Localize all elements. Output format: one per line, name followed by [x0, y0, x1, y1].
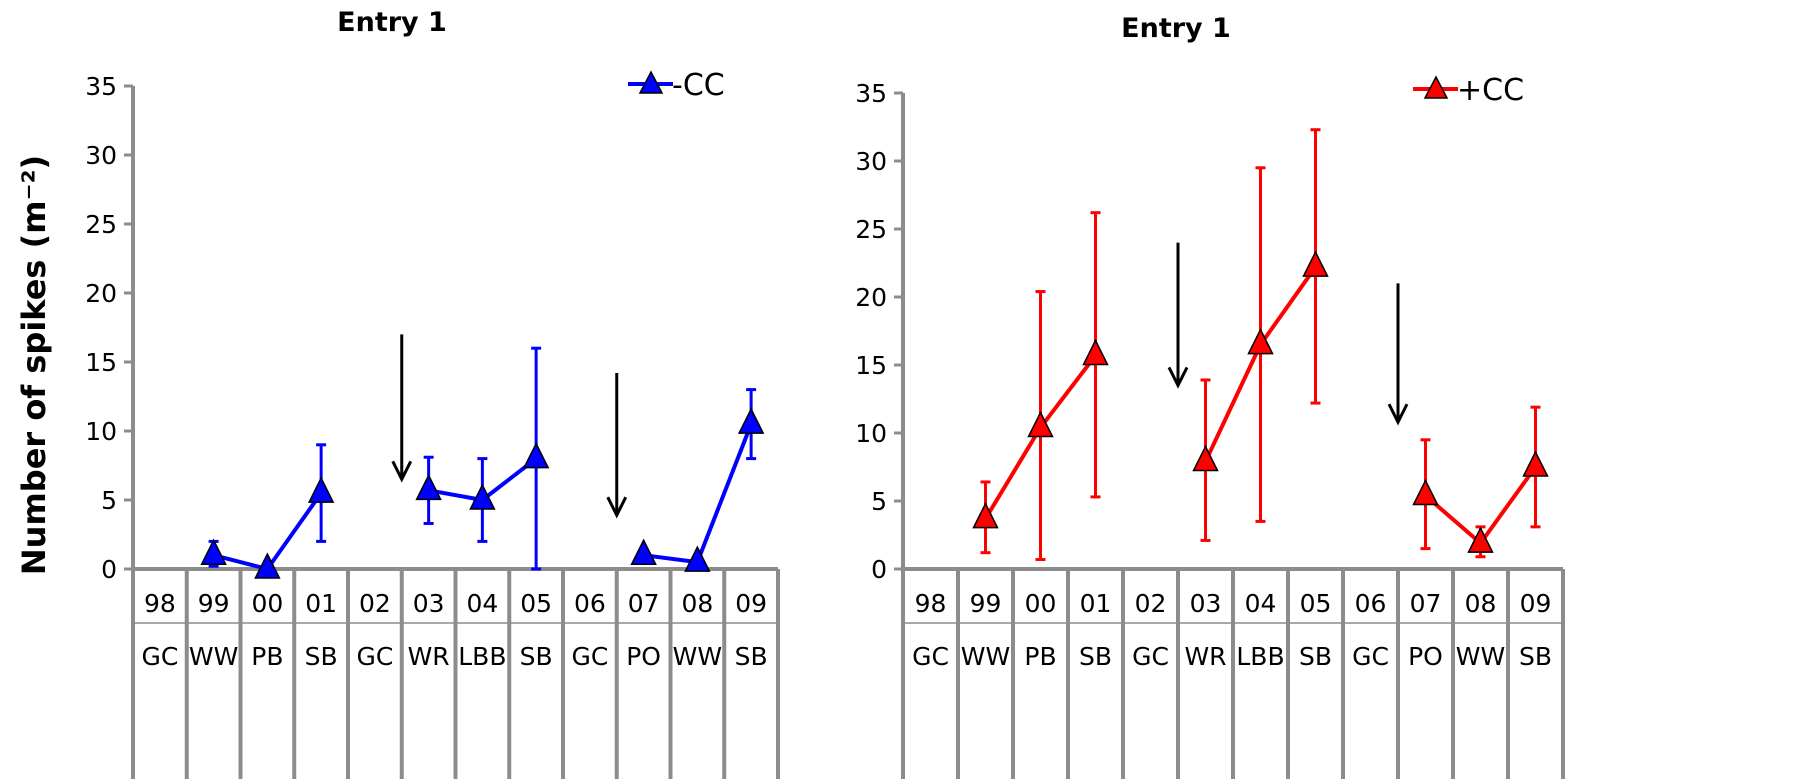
year-label: 05 — [520, 589, 552, 618]
legend-marker — [1423, 75, 1449, 99]
data-point-marker — [307, 476, 335, 503]
year-label: 04 — [466, 589, 498, 618]
year-label: 02 — [359, 589, 391, 618]
crop-label: GC — [1352, 642, 1389, 671]
y-tick-label: 30 — [855, 147, 887, 176]
year-label: 98 — [915, 589, 947, 618]
crop-label: WW — [189, 642, 238, 671]
year-label: 99 — [198, 589, 230, 618]
crop-label: WR — [408, 642, 450, 671]
data-point-marker — [1522, 450, 1549, 477]
data-point-marker — [1302, 250, 1329, 277]
crop-label: SB — [1079, 642, 1112, 671]
data-point-marker — [1082, 338, 1109, 366]
data-point-marker — [522, 441, 550, 469]
y-tick-label: 0 — [871, 555, 887, 584]
chart-title: Entry 1 — [337, 7, 447, 38]
crop-label: WW — [673, 642, 722, 671]
year-label: 07 — [1410, 589, 1442, 618]
year-label: 02 — [1135, 589, 1167, 618]
year-label: 03 — [413, 589, 445, 618]
year-label: 07 — [628, 589, 660, 618]
crop-label: GC — [141, 642, 178, 671]
data-point-marker — [737, 407, 765, 434]
legend-label: +CC — [1457, 73, 1524, 108]
crop-label: SB — [735, 642, 768, 671]
year-label: 05 — [1300, 589, 1332, 618]
crop-label: SB — [1299, 642, 1332, 671]
chart-title: Entry 1 — [1121, 13, 1231, 44]
legend-label: -CC — [672, 68, 725, 103]
year-label: 01 — [305, 589, 337, 618]
y-tick-label: 30 — [85, 141, 117, 170]
y-tick-label: 20 — [855, 283, 887, 312]
data-point-marker — [1412, 478, 1439, 506]
crop-label: GC — [571, 642, 608, 671]
y-tick-label: 25 — [855, 215, 887, 244]
rotation-arrow-head — [391, 460, 413, 483]
y-tick-label: 35 — [85, 72, 117, 101]
crop-label: GC — [1132, 642, 1169, 671]
crop-label: GC — [356, 642, 393, 671]
y-tick-label: 0 — [101, 555, 117, 584]
year-label: 06 — [574, 589, 606, 618]
y-tick-label: 25 — [85, 210, 117, 239]
data-point-marker — [684, 545, 711, 572]
data-point-marker — [200, 538, 227, 565]
y-tick-label: 5 — [101, 486, 117, 515]
crop-label: PB — [251, 642, 283, 671]
crop-label: SB — [305, 642, 338, 671]
y-tick-label: 15 — [85, 348, 117, 377]
legend-marker — [638, 70, 664, 94]
crop-label: WW — [961, 642, 1010, 671]
data-point-marker — [1467, 526, 1494, 553]
crop-label: SB — [520, 642, 553, 671]
year-label: 08 — [681, 589, 713, 618]
y-tick-label: 10 — [855, 419, 887, 448]
y-tick-label: 5 — [871, 487, 887, 516]
crop-label: WR — [1184, 642, 1226, 671]
crop-label: WW — [1456, 642, 1505, 671]
data-point-marker — [254, 552, 281, 579]
y-tick-label: 35 — [855, 79, 887, 108]
y-tick-label: 15 — [855, 351, 887, 380]
year-label: 09 — [735, 589, 767, 618]
crop-label: SB — [1519, 642, 1552, 671]
rotation-arrow-head — [606, 496, 628, 519]
data-point-marker — [1247, 327, 1274, 355]
year-label: 01 — [1080, 589, 1112, 618]
year-label: 04 — [1245, 589, 1277, 618]
year-label: 03 — [1190, 589, 1222, 618]
series-line — [643, 423, 753, 565]
year-label: 08 — [1465, 589, 1497, 618]
data-point-marker — [1192, 444, 1219, 472]
y-tick-label: 20 — [85, 279, 117, 308]
year-label: 98 — [144, 589, 176, 618]
crop-label: LBB — [1236, 642, 1284, 671]
year-label: 06 — [1355, 589, 1387, 618]
year-label: 00 — [1025, 589, 1057, 618]
rotation-arrow-head — [1167, 366, 1189, 389]
crop-label: PO — [626, 642, 661, 671]
data-point-marker — [469, 483, 496, 510]
rotation-arrow-head — [1387, 403, 1409, 426]
data-point-marker — [972, 502, 999, 529]
crop-label: PO — [1408, 642, 1443, 671]
crop-label: LBB — [458, 642, 506, 671]
y-tick-label: 10 — [85, 417, 117, 446]
data-point-marker — [415, 473, 442, 501]
year-label: 99 — [970, 589, 1002, 618]
y-axis-label: Number of spikes (m⁻²) — [15, 155, 53, 575]
year-label: 00 — [251, 589, 283, 618]
crop-label: GC — [912, 642, 949, 671]
data-point-marker — [1027, 410, 1054, 438]
crop-label: PB — [1024, 642, 1056, 671]
year-label: 09 — [1520, 589, 1552, 618]
data-point-marker — [630, 538, 657, 565]
